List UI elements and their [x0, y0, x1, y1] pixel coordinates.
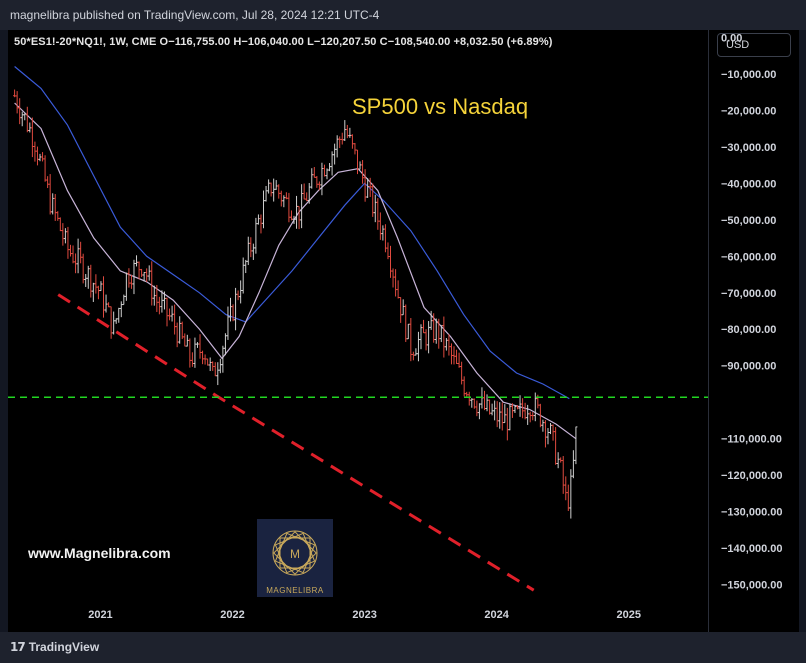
support-trendline	[57, 293, 535, 592]
price-chart[interactable]: 2021 2022 2023 2024 2025 −98,618.00	[8, 30, 798, 632]
chart-area[interactable]: 2021 2022 2023 2024 2025 −98,618.00	[8, 30, 798, 632]
y-tick-label: −80,000.00	[721, 324, 776, 336]
ma-fast-line	[14, 102, 577, 440]
y-tick-label: −120,000.00	[721, 470, 782, 482]
x-tick-label: 2025	[617, 609, 641, 621]
top-bar: magnelibra published on TradingView.com,…	[0, 0, 806, 30]
magnelibra-logo: M MAGNELIBRA	[257, 519, 333, 597]
x-tick-label: 2023	[352, 609, 376, 621]
y-tick-label: −40,000.00	[721, 178, 776, 190]
x-tick-label: 2022	[220, 609, 244, 621]
website-watermark: www.Magnelibra.com	[28, 545, 171, 561]
y-tick-label: −10,000.00	[721, 69, 776, 81]
candle-layer	[13, 89, 578, 519]
logo-label: MAGNELIBRA	[266, 586, 324, 595]
x-axis: 2021 2022 2023 2024 2025	[88, 609, 641, 621]
ma-fast-layer	[14, 102, 577, 440]
y-tick-label: −150,000.00	[721, 580, 782, 592]
chart-title: SP500 vs Nasdaq	[352, 94, 529, 119]
x-tick-label: 2021	[88, 609, 112, 621]
y-tick-label: −110,000.00	[721, 434, 782, 446]
tradingview-brand: TradingView	[28, 640, 100, 654]
y-tick-label: −30,000.00	[721, 142, 776, 154]
y-tick-label: −50,000.00	[721, 215, 776, 227]
tradingview-icon: 17	[10, 640, 26, 654]
y-tick-label: −130,000.00	[721, 507, 782, 519]
svg-text:M: M	[290, 547, 300, 561]
ma-slow-layer	[14, 66, 570, 400]
support-layer	[57, 293, 535, 592]
x-tick-label: 2024	[484, 609, 509, 621]
footer-bar: 17 TradingView	[0, 632, 806, 663]
y-tick-label: −140,000.00	[721, 543, 782, 555]
ma-slow-line	[14, 66, 570, 400]
tradingview-logo[interactable]: 17 TradingView	[10, 640, 99, 654]
y-tick-label: −70,000.00	[721, 288, 776, 300]
y-tick-label: −90,000.00	[721, 361, 776, 373]
publisher-info: magnelibra published on TradingView.com,…	[10, 8, 380, 22]
y-tick-label: −60,000.00	[721, 251, 776, 263]
y-tick-label: 0.00	[721, 32, 742, 44]
price-scale[interactable]: 0.00 −10,000.00 −20,000.00 −30,000.00 −40,00…	[708, 30, 799, 632]
symbol-ohlc-legend: 50*ES1!-20*NQ1!, 1W, CME O−116,755.00 H−…	[14, 36, 553, 48]
y-tick-label: −20,000.00	[721, 105, 776, 117]
currency-button[interactable]: USD	[717, 33, 791, 57]
mandala-icon: M	[272, 530, 318, 576]
y-axis: 0.00 −10,000.00 −20,000.00 −30,000.00 −40,00…	[721, 32, 782, 592]
level-layer: −98,618.00	[8, 389, 798, 406]
